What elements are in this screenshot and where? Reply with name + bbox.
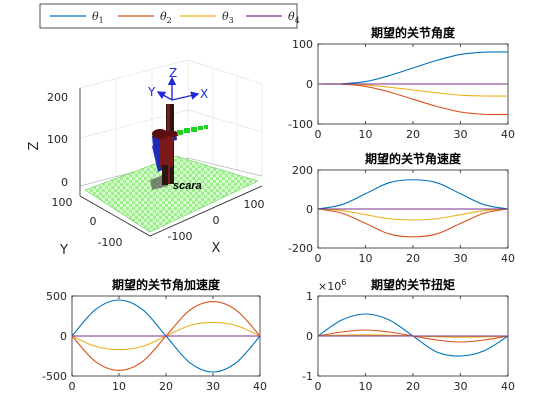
y-tick-label: 200 [292, 164, 313, 177]
x-axis-label: X [212, 241, 221, 256]
chart-title: 期望的关节角加速度 [112, 277, 221, 292]
x-tick-label: 0 [315, 252, 322, 265]
robot-3d-view: Z X Y scara 200 100 0 100 0 -100 -100 0 … [27, 59, 265, 258]
x-tick-label: 100 [244, 198, 265, 211]
z-tick-label: 0 [61, 176, 68, 189]
legend-entry-label: θ3 [222, 10, 234, 25]
x-tick-label: 20 [406, 128, 420, 141]
legend: θ1 θ2 θ3 θ4 [39, 3, 300, 29]
robot-name-label: scara [173, 180, 202, 192]
x-tick-label: 30 [454, 252, 468, 265]
y-tick-label: 1 [306, 290, 313, 303]
legend-entry-label: θ1 [92, 10, 104, 25]
chart-title: 期望的关节角度 [371, 25, 456, 40]
chart-title: 期望的关节扭矩 [371, 277, 455, 292]
y-tick-label: 100 [292, 38, 313, 51]
frame-y-label: Y [147, 85, 156, 99]
x-tick-label: -100 [168, 230, 193, 243]
x-tick-label: 20 [159, 380, 173, 393]
legend-entry-label: θ4 [288, 10, 300, 25]
y-tick-label: -100 [98, 236, 123, 249]
x-tick-label: 0 [69, 380, 76, 393]
tool-frame-axes: Z X Y [147, 66, 208, 101]
y-axis-multiplier: ×106 [318, 278, 346, 293]
z-tick-label: 200 [47, 91, 68, 104]
y-tick-label: 0 [306, 78, 313, 91]
y-tick-label: -1 [302, 370, 313, 383]
legend-entry-label: θ2 [160, 10, 172, 25]
y-tick-label: 0 [306, 203, 313, 216]
series-line-theta-3 [317, 208, 509, 221]
z-tick-label: 100 [47, 133, 68, 146]
y-tick-label: 0 [90, 215, 97, 228]
x-tick-label: 40 [501, 128, 515, 141]
x-tick-label: 10 [359, 128, 373, 141]
y-tick-label: 500 [46, 290, 67, 303]
y-axis-label: Y [59, 243, 68, 258]
x-tick-label: 30 [206, 380, 220, 393]
x-tick-label: 30 [454, 128, 468, 141]
chart-title: 期望的关节角速度 [365, 151, 462, 166]
series-line-theta-1 [317, 51, 509, 85]
frame-z-label: Z [169, 66, 177, 80]
y-tick-label: 100 [52, 196, 73, 209]
x-tick-label: 0 [315, 128, 322, 141]
x-tick-label: 0 [213, 214, 220, 227]
series-line-theta-1 [317, 179, 509, 210]
y-tick-label: -500 [42, 370, 67, 383]
z-axis-label: Z [27, 141, 42, 150]
frame-x-label: X [200, 87, 208, 101]
x-tick-label: 0 [315, 380, 322, 393]
x-tick-label: 10 [359, 380, 373, 393]
x-tick-label: 20 [406, 380, 420, 393]
x-tick-label: 30 [454, 380, 468, 393]
x-tick-label: 40 [253, 380, 267, 393]
series-line-theta-2 [317, 208, 509, 238]
x-tick-label: 10 [359, 252, 373, 265]
scara-robot [152, 104, 208, 185]
y-tick-label: -100 [288, 118, 313, 131]
x-tick-label: 40 [501, 252, 515, 265]
x-tick-label: 40 [501, 380, 515, 393]
x-tick-label: 10 [112, 380, 126, 393]
floor-plane [84, 155, 259, 233]
y-tick-label: -200 [288, 242, 313, 255]
y-tick-label: 0 [306, 330, 313, 343]
x-tick-label: 20 [406, 252, 420, 265]
y-tick-label: 0 [60, 330, 67, 343]
